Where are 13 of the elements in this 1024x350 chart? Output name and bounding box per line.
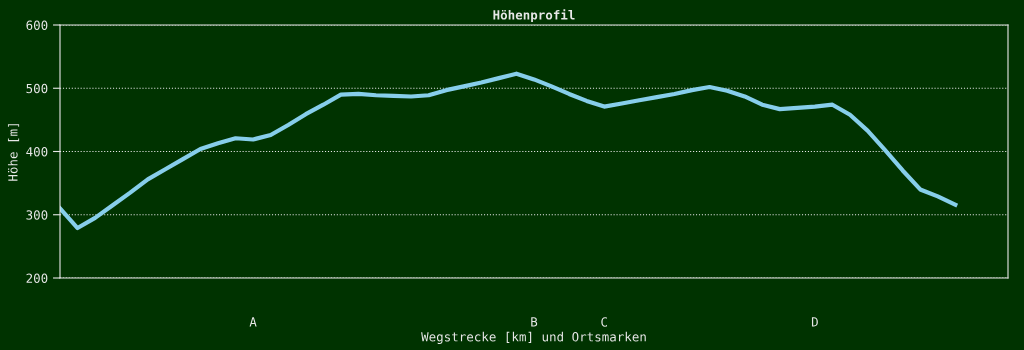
x-tick-label: A: [249, 317, 257, 327]
x-tick-label: C: [601, 317, 608, 327]
y-tick-label: 500: [26, 83, 48, 94]
y-axis-title: Höhe [m]: [7, 124, 20, 181]
line-series: [60, 71, 958, 231]
x-tick-label: D: [811, 317, 818, 327]
x-axis-title: Wegstrecke [km] und Ortsmarken: [421, 331, 646, 345]
chart-title: Höhenprofil: [493, 9, 575, 23]
x-tick-label: B: [531, 317, 538, 327]
y-tick-label: 600: [26, 20, 48, 30]
y-tick-label: 400: [26, 147, 48, 157]
y-tick-label: 300: [26, 210, 48, 220]
y-tick-label: 200: [26, 273, 48, 283]
